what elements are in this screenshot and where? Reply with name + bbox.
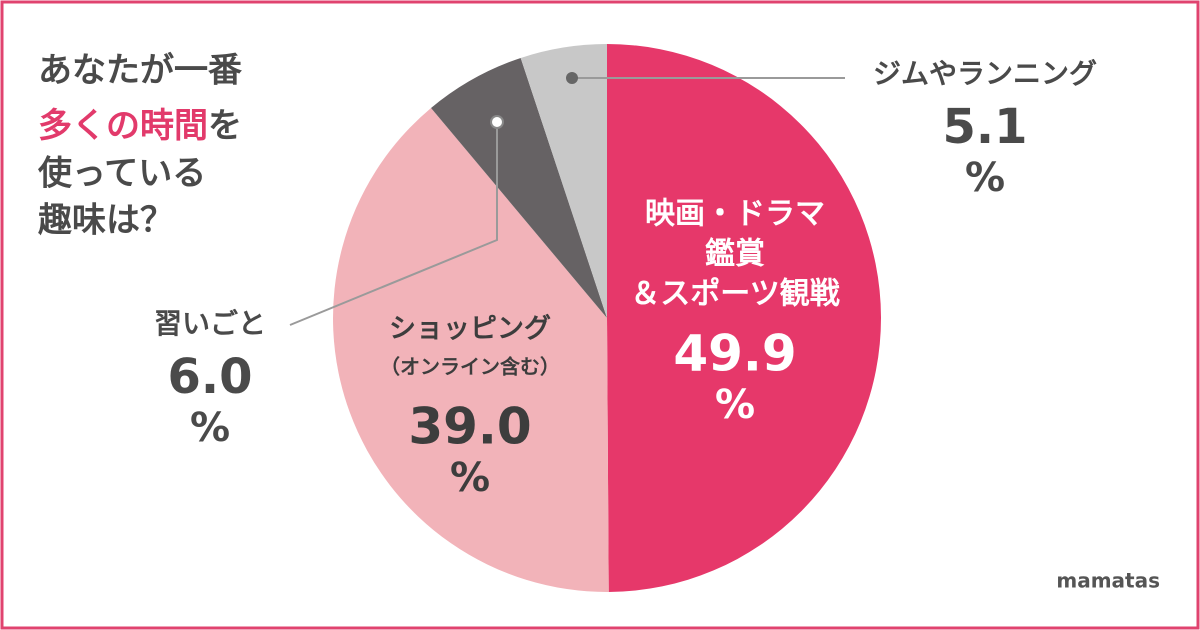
category-label: 鑑賞 (705, 237, 765, 272)
leader-line (289, 122, 498, 326)
pie-slice (520, 44, 607, 318)
title-line: 趣味は？ (38, 201, 174, 241)
value-label: 49.9 (673, 325, 796, 383)
pie-slice (333, 107, 609, 592)
pie-slice (607, 44, 881, 592)
unit-label: % (715, 382, 755, 428)
title-part: を (208, 106, 242, 146)
category-label: ＆スポーツ観戦 (630, 277, 839, 312)
unit-label: % (965, 155, 1005, 201)
leader-dot (490, 115, 504, 129)
category-label: 映画・ドラマ (645, 197, 825, 232)
pie-slice (431, 57, 607, 318)
value-label: 6.0 (167, 349, 252, 405)
category-label: ショッピング (389, 313, 551, 345)
title-line: 使っている (37, 154, 206, 194)
category-label: （オンライン含む） (380, 355, 560, 379)
brand: mamatas (1056, 569, 1160, 593)
title-emphasis: 多くの時間 (38, 106, 208, 146)
title-line: あなたが一番 (38, 51, 243, 91)
pie (333, 44, 881, 592)
unit-label: % (450, 455, 490, 501)
category-label: ジムやランニング (873, 57, 1097, 90)
value-label: 39.0 (408, 398, 531, 456)
leader-dot (566, 72, 578, 84)
unit-label: % (190, 405, 230, 451)
category-label: 習いごと (154, 307, 266, 340)
title-line: 多くの時間を (38, 106, 242, 146)
value-label: 5.1 (942, 99, 1027, 155)
